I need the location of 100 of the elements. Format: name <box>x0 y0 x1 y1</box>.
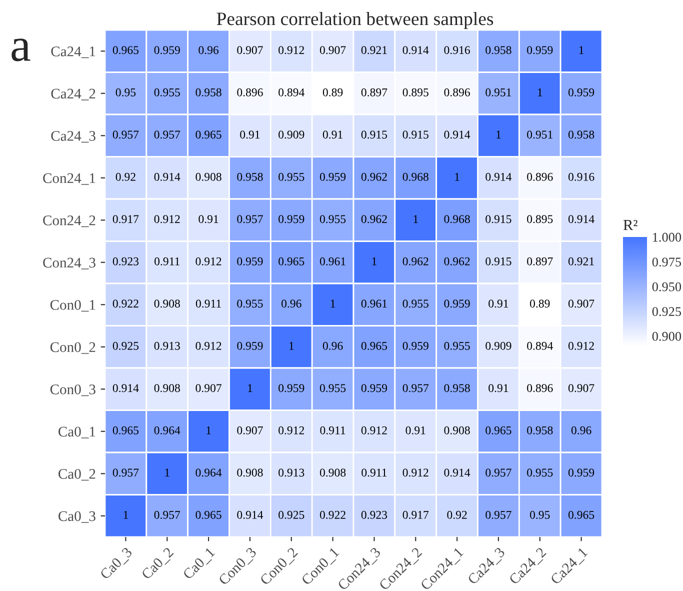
data-label: 0.965 <box>278 257 304 266</box>
data-label: 0.91 <box>488 384 508 392</box>
data-label: 0.917 <box>112 215 139 224</box>
data-label: 0.95 <box>116 88 136 96</box>
data-label: 0.959 <box>402 342 428 350</box>
data-label: 0.965 <box>112 426 139 434</box>
data-label: 0.959 <box>568 468 594 477</box>
data-label: 0.957 <box>112 468 139 477</box>
data-label: 0.907 <box>237 426 263 434</box>
data-label: 0.955 <box>444 342 470 350</box>
y-tick-label: Ca0_1 <box>58 426 96 438</box>
y-tick-label: Ca0_3 <box>58 511 96 523</box>
data-label: 0.922 <box>320 510 346 519</box>
data-label: 0.91 <box>488 300 508 308</box>
data-label: 0.962 <box>361 172 387 181</box>
data-label: 0.959 <box>154 46 180 54</box>
data-label: 0.912 <box>278 46 304 54</box>
data-label: 0.959 <box>237 342 263 350</box>
data-label: 0.957 <box>486 468 512 477</box>
data-label: 0.965 <box>361 342 388 350</box>
data-label: 0.959 <box>320 172 346 181</box>
data-label: 0.957 <box>486 510 512 519</box>
data-label: 0.908 <box>444 426 470 434</box>
data-label: 0.959 <box>568 88 594 96</box>
data-label: 0.908 <box>237 468 263 477</box>
y-tick-label: Con24_2 <box>43 216 96 228</box>
data-label: 0.955 <box>402 300 428 308</box>
data-label: 0.908 <box>320 468 346 477</box>
data-label: 0.912 <box>568 342 594 350</box>
data-label: 0.955 <box>320 215 346 224</box>
data-label: 0.957 <box>402 384 429 392</box>
data-label: 0.96 <box>322 342 343 350</box>
data-label: 0.961 <box>361 300 387 308</box>
data-label: 1 <box>372 257 376 266</box>
data-label: 0.958 <box>237 172 263 181</box>
data-label: 0.915 <box>486 257 512 266</box>
data-label: 0.911 <box>362 468 387 477</box>
y-tick-label: Ca0_2 <box>58 468 96 481</box>
data-label: 0.896 <box>444 88 470 96</box>
data-label: 1 <box>538 88 542 96</box>
data-label: 0.925 <box>112 342 139 350</box>
data-label: 0.959 <box>527 46 553 54</box>
data-label: 0.959 <box>444 300 470 308</box>
data-label: 0.91 <box>240 130 260 139</box>
data-label: 0.908 <box>154 384 180 392</box>
data-label: 0.909 <box>486 342 512 350</box>
data-label: 0.957 <box>112 130 139 139</box>
data-label: 0.957 <box>154 130 180 139</box>
data-label: 0.96 <box>281 300 302 308</box>
data-label: 0.914 <box>568 215 594 224</box>
data-label: 0.923 <box>112 257 139 266</box>
data-label: 0.964 <box>154 426 180 434</box>
data-label: 0.89 <box>322 88 343 96</box>
data-label: 0.907 <box>568 300 594 308</box>
data-label: 0.913 <box>278 468 304 477</box>
data-label: 0.897 <box>527 257 553 266</box>
y-tick-label: Con0_1 <box>50 300 96 312</box>
data-label: 0.951 <box>527 130 552 139</box>
data-label: 1 <box>414 215 418 223</box>
data-label: 0.908 <box>154 300 180 308</box>
data-label: 0.965 <box>112 46 139 54</box>
data-label: 0.907 <box>568 384 594 392</box>
data-label: 0.955 <box>154 88 180 96</box>
data-label: 0.962 <box>361 215 387 224</box>
data-label: 1 <box>496 130 501 138</box>
data-label: 0.959 <box>361 384 388 392</box>
y-tick-label: Ca24_3 <box>51 131 96 143</box>
data-label: 0.909 <box>278 130 304 139</box>
y-tick-label: Con24_1 <box>43 173 96 185</box>
data-label: 0.959 <box>237 257 263 266</box>
color-bar-label: 0.950 <box>652 282 682 292</box>
data-label: 0.896 <box>527 384 553 392</box>
data-label: 0.908 <box>196 172 222 181</box>
data-label: 0.894 <box>278 88 304 96</box>
data-label: 0.958 <box>527 426 553 434</box>
color-bar-label: 0.900 <box>652 332 682 341</box>
data-label: 0.91 <box>406 426 426 434</box>
y-tick-label: Ca24_2 <box>51 88 96 100</box>
chart-title: Pearson correlation between samples <box>216 12 494 30</box>
data-label: 0.96 <box>198 46 219 54</box>
data-label: 0.925 <box>278 510 304 519</box>
text: a <box>12 38 30 62</box>
data-label: 0.912 <box>278 426 304 434</box>
data-label: 1 <box>289 342 294 350</box>
y-tick-label: Con0_2 <box>50 342 96 354</box>
data-label: 0.92 <box>447 510 467 519</box>
data-label: 0.914 <box>486 172 512 181</box>
data-label: 0.914 <box>444 468 470 477</box>
data-label: 0.911 <box>154 257 180 266</box>
data-label: 0.907 <box>320 46 346 54</box>
data-label: 0.91 <box>322 130 342 139</box>
data-label: 0.916 <box>568 172 594 181</box>
data-label: 0.957 <box>154 510 180 519</box>
data-label: 0.965 <box>568 510 594 519</box>
data-label: 0.955 <box>237 300 263 308</box>
y-tick-label: Con24_3 <box>43 258 96 270</box>
data-label: 0.915 <box>402 130 428 139</box>
data-label: 0.912 <box>402 468 428 477</box>
data-label: 0.895 <box>402 88 428 96</box>
data-label: 0.968 <box>402 172 428 181</box>
